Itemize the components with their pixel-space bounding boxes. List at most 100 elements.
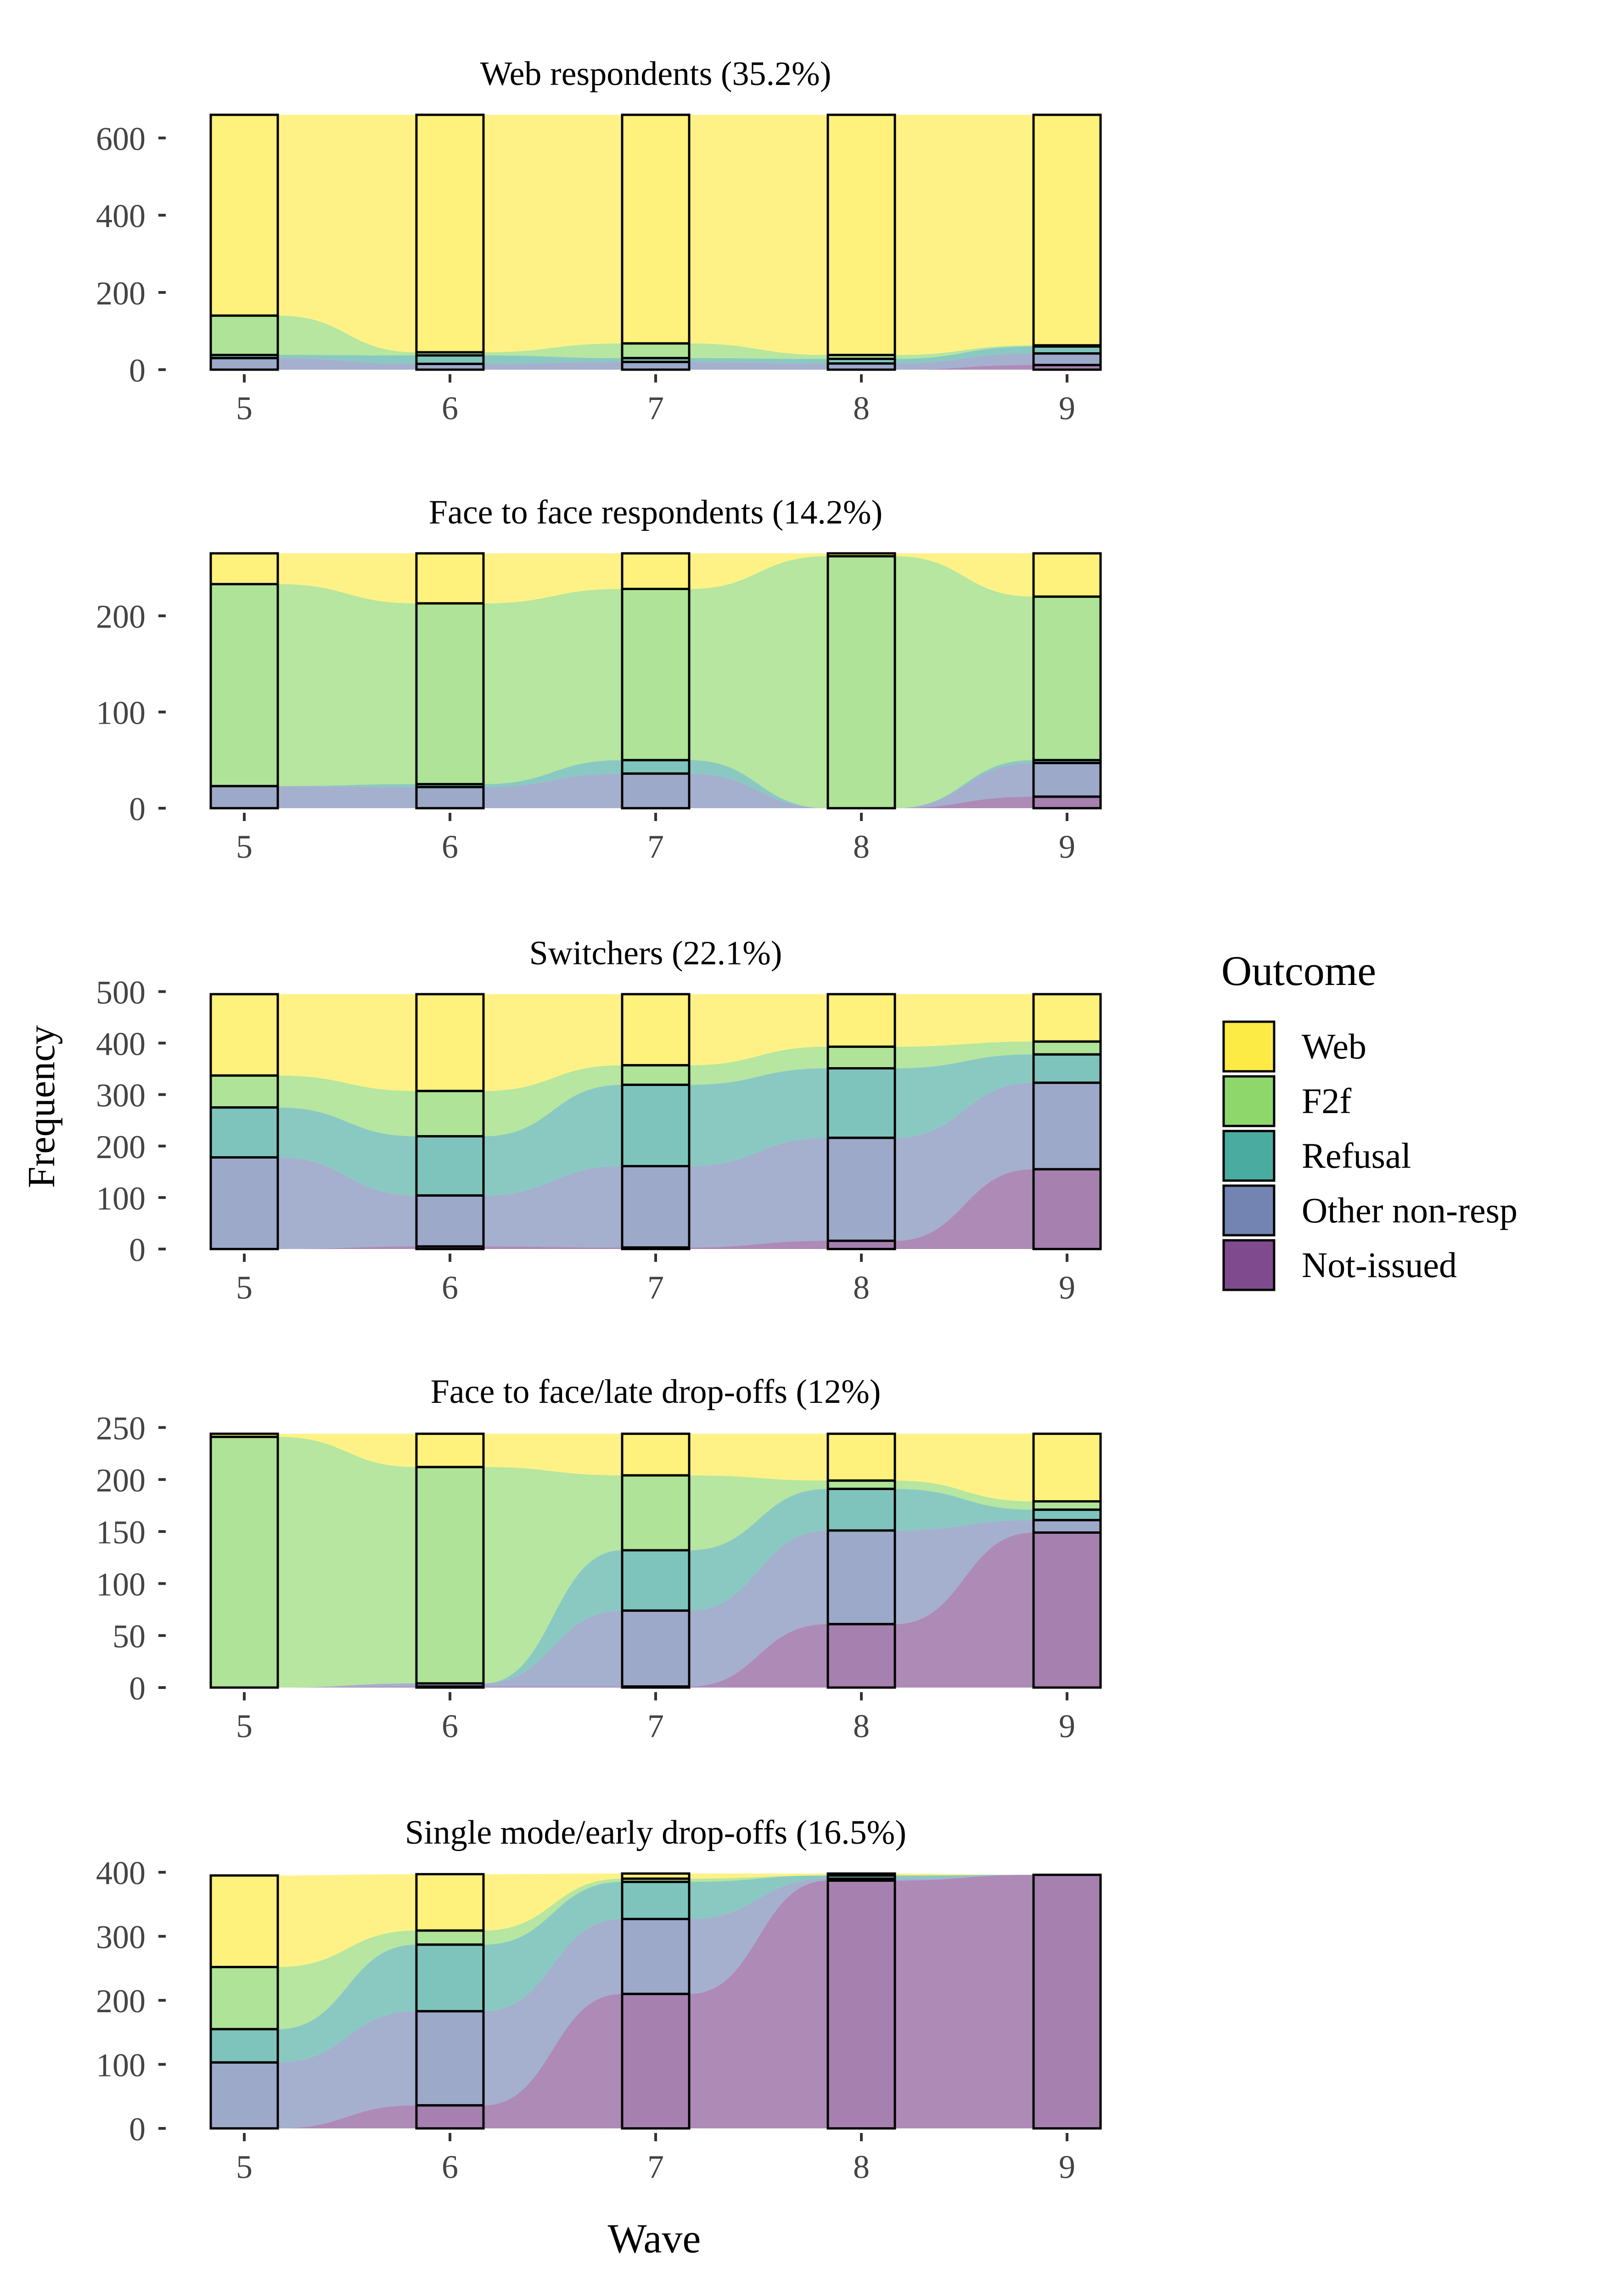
flow-web-6-7	[483, 1434, 622, 1475]
bar-refusal-wave-5	[209, 2028, 279, 2064]
flow-refusal-7-8	[689, 358, 828, 364]
strata	[209, 552, 1102, 810]
flow-f2f-5-6	[278, 315, 416, 355]
flow-f2f-5-6	[278, 584, 416, 786]
flow-not-issued-7-8	[689, 1880, 828, 2128]
flow-other-non-resp-6-7	[483, 1166, 622, 1248]
strata	[209, 1432, 1102, 1689]
x-tick-label: 9	[1059, 2149, 1075, 2185]
bar-web-wave-9	[1032, 113, 1102, 347]
flow-refusal-7-8	[689, 1875, 828, 1919]
flow-other-non-resp-6-7	[483, 773, 622, 808]
bar-other-non-resp-wave-5	[209, 1156, 279, 1250]
flows	[278, 1434, 1034, 1688]
flow-other-non-resp-5-6	[278, 1683, 416, 1688]
flow-web-7-8	[689, 1434, 828, 1481]
flow-web-6-7	[483, 115, 622, 353]
flow-not-issued-7-8	[689, 1241, 828, 1249]
legend-label-refusal: Refusal	[1302, 1136, 1411, 1176]
bar-web-wave-6	[415, 1432, 485, 1469]
bar-other-non-resp-wave-5	[209, 357, 279, 371]
bar-refusal-wave-6	[415, 1943, 485, 2013]
x-tick-label: 5	[236, 1708, 253, 1745]
flow-other-non-resp-8-9	[895, 1874, 1034, 1881]
flow-web-6-7	[483, 553, 622, 603]
y-tick-label: 200	[96, 1129, 146, 1165]
flows	[278, 115, 1034, 370]
legend-label-f2f: F2f	[1302, 1081, 1351, 1121]
flow-f2f-6-7	[483, 1065, 622, 1137]
bar-web-wave-5	[209, 1874, 279, 1969]
bar-refusal-wave-6	[415, 1135, 485, 1197]
bar-refusal-wave-7	[621, 1549, 691, 1612]
x-tick-label: 8	[853, 2149, 870, 2185]
bar-f2f-wave-9	[1032, 1040, 1102, 1056]
bar-web-wave-7	[621, 1432, 691, 1477]
strata	[209, 113, 1102, 371]
legend-swatch-other-non-resp	[1222, 1184, 1275, 1237]
bar-f2f-wave-5	[209, 314, 279, 356]
x-axis: 5 6 7 8 9	[236, 1692, 1075, 1745]
legend: Outcome Web F2f Refusal Other non-resp Not-i…	[1221, 947, 1517, 1291]
y-axis: 0 200 400 600	[96, 120, 166, 389]
flow-refusal-8-9	[895, 346, 1034, 364]
x-tick-label: 7	[647, 2149, 664, 2185]
x-tick-label: 9	[1059, 390, 1075, 427]
flow-web-5-6	[278, 115, 416, 353]
x-axis: 5 6 7 8 9	[236, 374, 1075, 427]
legend-label-other-non-resp: Other non-resp	[1302, 1190, 1517, 1230]
flow-refusal-8-9	[895, 1489, 1034, 1531]
flow-not-issued-8-9	[895, 1874, 1034, 2128]
y-tick-label: 100	[96, 1180, 146, 1217]
flow-web-6-7	[483, 1874, 622, 1931]
flow-other-non-resp-6-7	[483, 362, 622, 370]
flow-not-issued-8-9	[895, 1532, 1034, 1688]
bar-web-wave-8	[826, 552, 896, 557]
flow-f2f-8-9	[895, 556, 1034, 808]
flow-web-8-9	[895, 994, 1034, 1047]
bar-refusal-wave-8	[826, 1067, 896, 1139]
y-tick-label: 400	[96, 1855, 146, 1891]
flow-other-non-resp-7-8	[689, 1879, 828, 1994]
bar-refusal-wave-7	[621, 759, 691, 775]
flow-other-non-resp-7-8	[689, 362, 828, 370]
flow-f2f-7-8	[689, 1047, 828, 1085]
x-tick-label: 7	[647, 1708, 664, 1745]
y-tick-label: 150	[96, 1514, 146, 1551]
bar-f2f-wave-5	[209, 1966, 279, 2031]
flow-not-issued-5-6	[278, 1686, 416, 1688]
bar-f2f-wave-6	[415, 1929, 485, 1946]
bar-f2f-wave-5	[209, 1074, 279, 1109]
panel-title: Switchers (22.1%)	[529, 934, 782, 972]
flow-f2f-7-8	[689, 556, 828, 808]
y-tick-label: 500	[96, 974, 146, 1011]
flow-refusal-6-7	[483, 1085, 622, 1196]
x-tick-label: 7	[647, 390, 664, 427]
bar-web-wave-5	[209, 1432, 279, 1438]
flow-f2f-6-7	[483, 589, 622, 784]
bar-web-wave-9	[1032, 993, 1102, 1043]
y-tick-label: 300	[96, 1077, 146, 1114]
panel-1: Web respondents (35.2%) 0 200 400 600 5 6 7 8 9	[96, 55, 1102, 427]
flow-refusal-8-9	[895, 1874, 1034, 1879]
flows	[278, 1874, 1034, 2128]
x-axis: 5 6 7 8 9	[236, 813, 1075, 865]
flow-web-7-8	[689, 1874, 828, 1879]
x-tick-label: 6	[442, 2149, 458, 2185]
legend-swatch-f2f	[1222, 1075, 1275, 1127]
bar-f2f-wave-8	[826, 555, 896, 810]
bar-f2f-wave-9	[1032, 595, 1102, 761]
flow-f2f-8-9	[895, 1041, 1034, 1069]
strata	[209, 1872, 1102, 2130]
bar-web-wave-8	[826, 993, 896, 1048]
y-tick-label: 100	[96, 695, 146, 732]
x-tick-label: 9	[1059, 1708, 1075, 1745]
bar-not-issued-wave-9	[1032, 1168, 1102, 1250]
y-tick-label: 200	[96, 1983, 146, 2020]
bar-f2f-wave-5	[209, 583, 279, 788]
bar-f2f-wave-6	[415, 1466, 485, 1685]
flow-not-issued-8-9	[895, 365, 1034, 370]
flow-web-5-6	[278, 553, 416, 603]
panel-title: Face to face respondents (14.2%)	[429, 494, 882, 531]
